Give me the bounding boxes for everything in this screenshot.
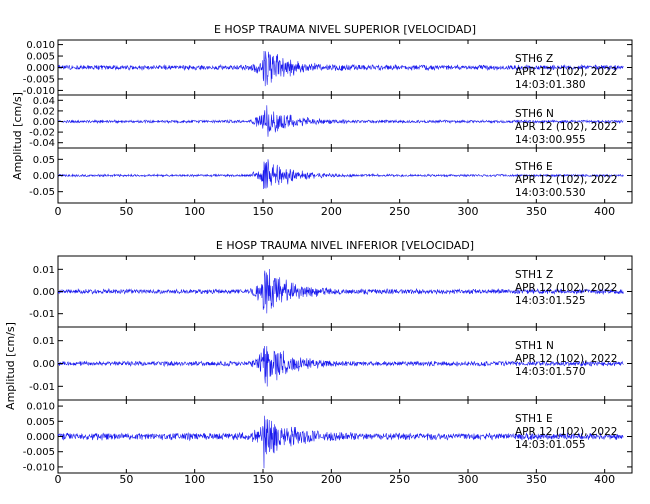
y-tick-label: -0.02 — [29, 128, 55, 139]
y-tick-label: 0.01 — [33, 265, 55, 276]
y-tick-label: 0.02 — [33, 106, 55, 117]
y-tick-label: 0.005 — [26, 52, 55, 63]
x-tick-label: 400 — [594, 205, 615, 218]
y-tick-label: 0.05 — [33, 155, 55, 166]
chart-title-bottom: E HOSP TRAUMA NIVEL INFERIOR [VELOCIDAD] — [216, 239, 474, 252]
y-tick-label: 0.04 — [33, 96, 55, 107]
y-tick-label: 0.010 — [26, 40, 55, 51]
time-label: 14:03:01.055 — [515, 439, 586, 451]
time-label: 14:03:01.570 — [515, 366, 586, 378]
x-tick-label: 0 — [55, 205, 62, 218]
y-tick-label: 0.000 — [26, 432, 55, 443]
y-tick-label: 0.00 — [33, 359, 55, 370]
x-tick-label: 0 — [55, 473, 62, 486]
y-tick-label: 0.010 — [26, 402, 55, 413]
x-tick-label: 400 — [594, 473, 615, 486]
station-label: STH6 Z — [515, 53, 553, 65]
station-label: STH1 Z — [515, 269, 553, 281]
y-tick-label: -0.005 — [23, 447, 55, 458]
y-tick-label: -0.01 — [29, 382, 55, 393]
y-tick-label: -0.010 — [23, 462, 55, 473]
time-label: 14:03:00.530 — [515, 187, 586, 199]
y-tick-label: 0.000 — [26, 63, 55, 74]
date-label: APR 12 (102), 2022 — [515, 66, 617, 78]
waveform-trace — [57, 159, 624, 190]
y-tick-label: -0.01 — [29, 309, 55, 320]
y-axis-label-top: Amplitud [cm/s] — [11, 92, 24, 180]
station-label: STH6 E — [515, 161, 553, 173]
x-tick-label: 100 — [184, 205, 205, 218]
date-label: APR 12 (102), 2022 — [515, 426, 617, 438]
time-label: 14:03:00.955 — [515, 134, 586, 146]
date-label: APR 12 (102), 2022 — [515, 121, 617, 133]
y-axis-label-bottom: Amplitud [cm/s] — [4, 322, 17, 410]
waveform-trace — [57, 345, 624, 387]
waveform-trace — [57, 268, 624, 314]
x-tick-label: 50 — [119, 205, 133, 218]
waveform-trace — [57, 415, 624, 469]
x-tick-label: 200 — [321, 473, 342, 486]
station-label: STH1 E — [515, 413, 553, 425]
x-tick-label: 150 — [253, 205, 274, 218]
waveform-trace — [57, 50, 624, 87]
y-tick-label: 0.00 — [33, 171, 55, 182]
y-tick-label: 0.00 — [33, 117, 55, 128]
x-tick-label: 350 — [526, 473, 547, 486]
x-tick-label: 50 — [119, 473, 133, 486]
y-tick-label: -0.010 — [23, 86, 55, 97]
date-label: APR 12 (102), 2022 — [515, 353, 617, 365]
time-label: 14:03:01.380 — [515, 79, 586, 91]
x-tick-label: 200 — [321, 205, 342, 218]
station-label: STH1 N — [515, 340, 554, 352]
date-label: APR 12 (102), 2022 — [515, 174, 617, 186]
y-tick-label: 0.01 — [33, 336, 55, 347]
date-label: APR 12 (102), 2022 — [515, 282, 617, 294]
time-label: 14:03:01.525 — [515, 295, 586, 307]
y-tick-label: 0.005 — [26, 417, 55, 428]
x-tick-label: 150 — [253, 473, 274, 486]
chart-title-top: E HOSP TRAUMA NIVEL SUPERIOR [VELOCIDAD] — [214, 23, 476, 36]
x-tick-label: 250 — [389, 205, 410, 218]
x-tick-label: 250 — [389, 473, 410, 486]
y-tick-label: -0.005 — [23, 74, 55, 85]
station-label: STH6 N — [515, 108, 554, 120]
waveform-trace — [57, 105, 624, 137]
x-tick-label: 300 — [458, 205, 479, 218]
x-tick-label: 300 — [458, 473, 479, 486]
y-tick-label: -0.05 — [29, 187, 55, 198]
x-tick-label: 100 — [184, 473, 205, 486]
y-tick-label: 0.00 — [33, 287, 55, 298]
y-tick-label: -0.04 — [29, 138, 55, 149]
x-tick-label: 350 — [526, 205, 547, 218]
